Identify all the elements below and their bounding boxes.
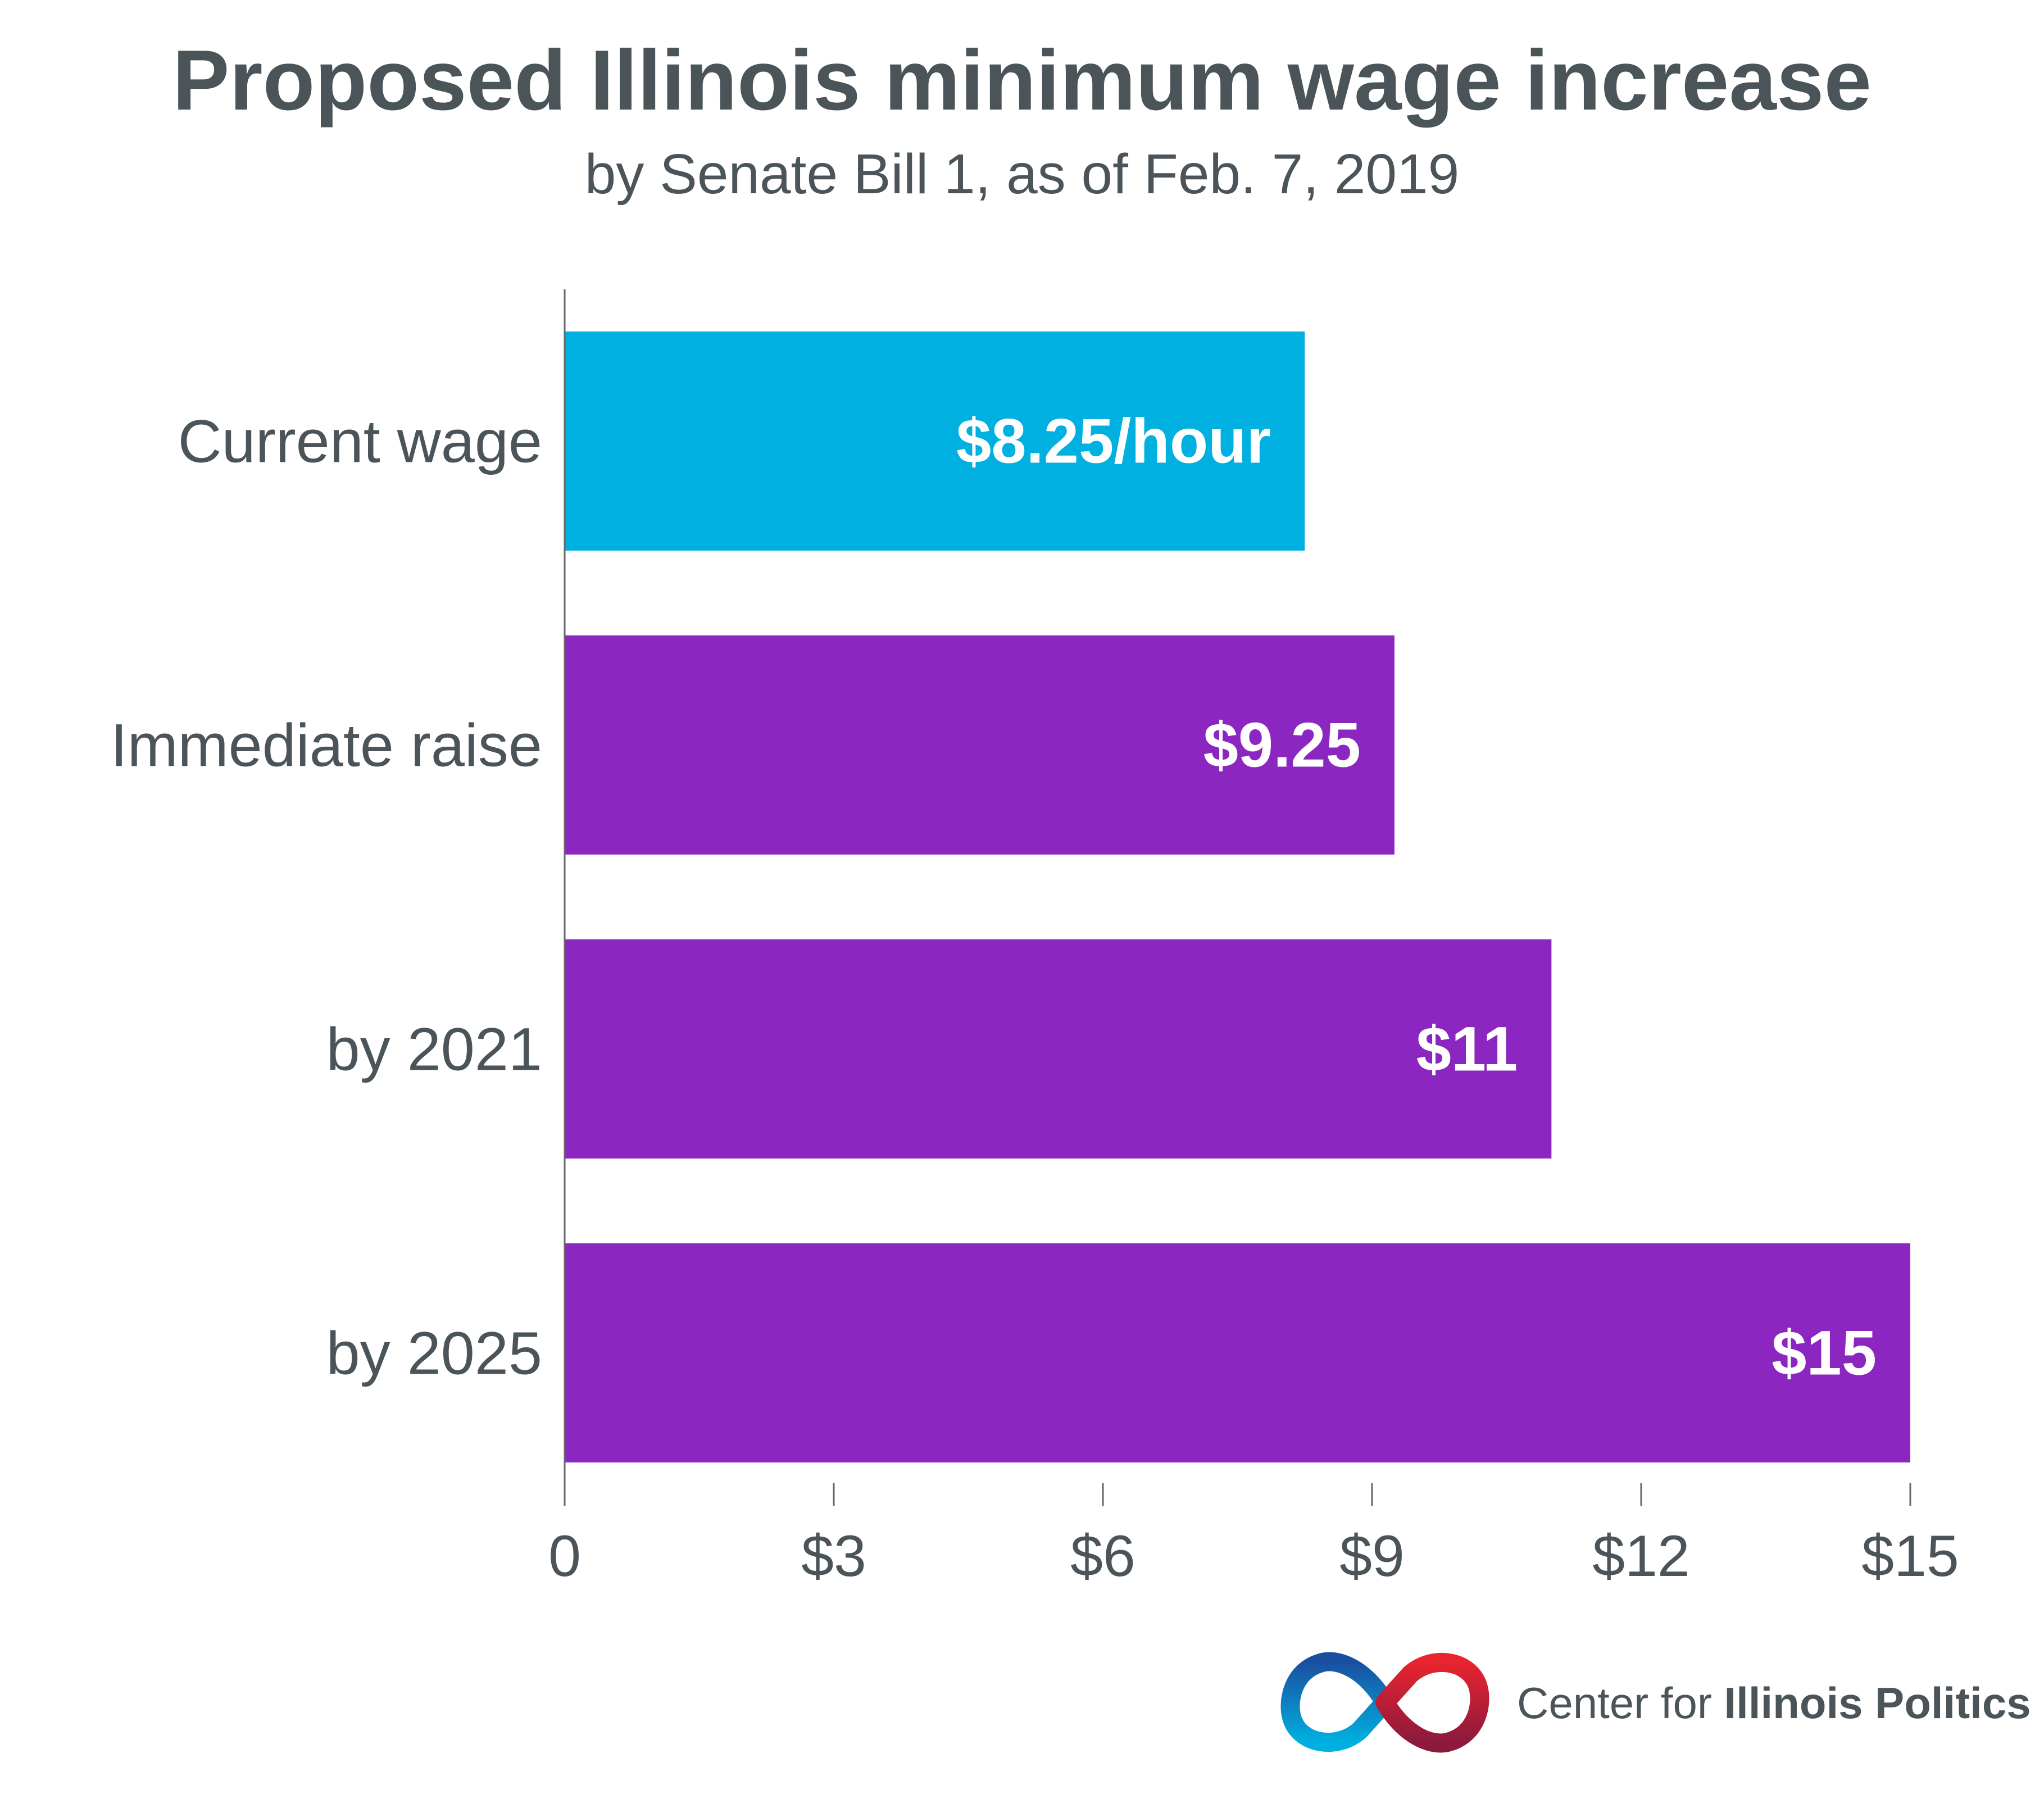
brand-block: Center for Illinois Politics [1275, 1646, 2031, 1759]
data-label: $15 [1772, 1318, 1877, 1388]
bar [565, 331, 1305, 551]
infinity-logo-icon [1280, 1652, 1489, 1753]
x-tick-label: $12 [1592, 1524, 1690, 1589]
chart-subtitle: by Senate Bill 1, as of Feb. 7, 2019 [584, 143, 1460, 206]
bar [565, 939, 1552, 1159]
category-label: by 2025 [326, 1319, 542, 1387]
x-tick-label: $3 [801, 1524, 866, 1589]
brand-name-bold: Illinois Politics [1724, 1678, 2031, 1728]
x-tick-label: $15 [1861, 1524, 1959, 1589]
brand-name: Center for Illinois Politics [1517, 1678, 2031, 1729]
brand-prefix: Center for [1517, 1678, 1724, 1728]
bar [565, 635, 1395, 855]
data-label: $9.25 [1203, 710, 1361, 780]
data-label: $8.25/hour [956, 406, 1271, 476]
bar [565, 1243, 1910, 1462]
x-tick-label: 0 [548, 1524, 581, 1589]
category-label: by 2021 [326, 1015, 542, 1083]
x-tick-label: $6 [1070, 1524, 1135, 1589]
category-label: Immediate raise [111, 711, 542, 779]
bar-chart: Current wage $8.25/hour Immediate raise $9.… [111, 289, 1959, 1589]
category-label: Current wage [178, 407, 542, 475]
x-tick-label: $9 [1339, 1524, 1405, 1589]
chart-title: Proposed Illinois minimum wage increase [172, 33, 1872, 128]
data-label: $11 [1416, 1014, 1518, 1084]
